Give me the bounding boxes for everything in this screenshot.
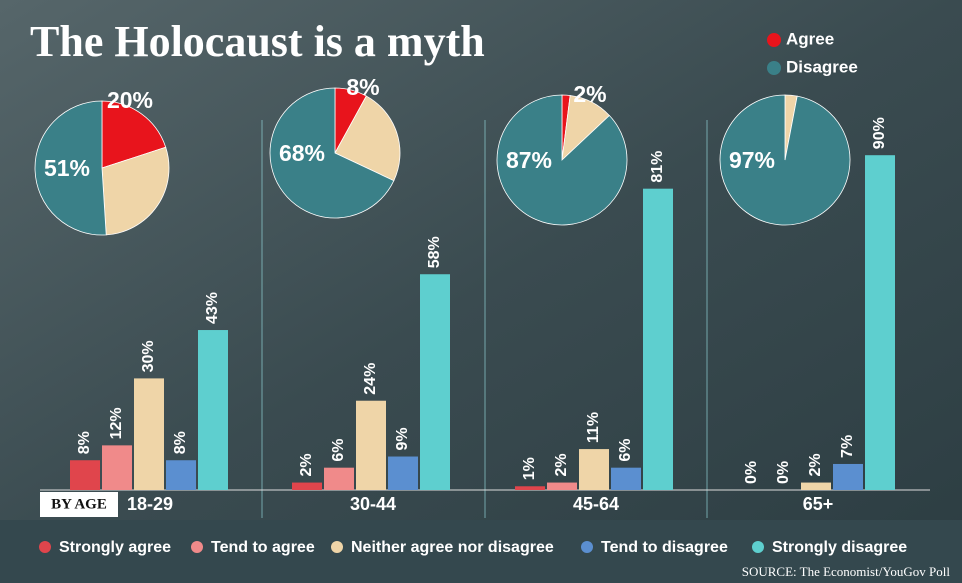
bar: [324, 467, 354, 490]
x-axis-label: BY AGE: [51, 496, 107, 512]
bar-label: 43%: [204, 292, 221, 324]
legend-marker: [767, 33, 781, 47]
bar-label: 1%: [521, 457, 538, 480]
bar: [420, 274, 450, 490]
legend-marker: [581, 541, 593, 553]
bar: [388, 456, 418, 490]
pie-label: 97%: [729, 147, 775, 173]
bar-label: 30%: [140, 340, 157, 372]
legend-label: Disagree: [786, 57, 858, 76]
legend-label: Agree: [786, 29, 834, 48]
bar: [643, 188, 673, 490]
bar-label: 0%: [775, 461, 792, 484]
pie-label: 51%: [44, 155, 90, 181]
legend-marker: [331, 541, 343, 553]
bar: [833, 463, 863, 490]
legend-marker: [39, 541, 51, 553]
legend-label: Neither agree nor disagree: [351, 539, 554, 556]
bar: [134, 378, 164, 490]
x-tick-label: 65+: [803, 494, 834, 514]
legend-label: Tend to disagree: [601, 539, 728, 556]
bar-label: 0%: [743, 461, 760, 484]
legend-label: Strongly disagree: [772, 539, 907, 556]
bar-label: 2%: [298, 453, 315, 476]
pie-slice: [101, 146, 170, 236]
bar-label: 8%: [76, 431, 93, 454]
bar: [801, 482, 831, 490]
bar: [611, 467, 641, 490]
bar-label: 7%: [839, 435, 856, 458]
x-tick-label: 18-29: [127, 494, 173, 514]
bar: [198, 330, 228, 490]
bar-label: 6%: [330, 439, 347, 462]
bar: [102, 445, 132, 490]
bar-label: 2%: [553, 453, 570, 476]
bar: [515, 486, 545, 490]
bar-label: 24%: [362, 363, 379, 395]
pie-label: 87%: [506, 147, 552, 173]
bar: [356, 400, 386, 490]
pie-slice: [101, 100, 167, 169]
bar: [547, 482, 577, 490]
pie-slice: [496, 94, 628, 226]
bar: [292, 482, 322, 490]
x-tick-label: 45-64: [573, 494, 619, 514]
bar-label: 8%: [172, 431, 189, 454]
legend-marker: [767, 61, 781, 75]
x-tick-label: 30-44: [350, 494, 396, 514]
pie-label: 2%: [573, 81, 606, 107]
legend-marker: [191, 541, 203, 553]
bar-label: 58%: [426, 236, 443, 268]
pie-label: 20%: [107, 87, 153, 113]
bar-label: 6%: [617, 439, 634, 462]
bar: [70, 460, 100, 490]
pie-slice: [34, 100, 107, 236]
source: SOURCE: The Economist/YouGov Poll: [742, 564, 951, 579]
legend-label: Tend to agree: [211, 539, 315, 556]
bar: [166, 460, 196, 490]
bar-label: 11%: [585, 412, 602, 443]
legend-marker: [752, 541, 764, 553]
pie-label: 68%: [279, 140, 325, 166]
legend-band: [0, 520, 962, 583]
pie-slice: [269, 87, 395, 219]
bar-label: 12%: [108, 407, 125, 439]
bar-label: 2%: [807, 453, 824, 476]
legend-label: Strongly agree: [59, 539, 171, 556]
chart-title: The Holocaust is a myth: [30, 17, 485, 66]
axis-label-box: [40, 492, 118, 517]
pie-slice: [719, 94, 851, 226]
bar: [865, 155, 895, 490]
bar: [579, 449, 609, 490]
pie-slice: [334, 95, 401, 182]
bar-label: 90%: [871, 117, 888, 149]
bar-label: 9%: [394, 427, 411, 450]
pie-label: 8%: [346, 74, 379, 100]
bar-label: 81%: [649, 151, 666, 183]
